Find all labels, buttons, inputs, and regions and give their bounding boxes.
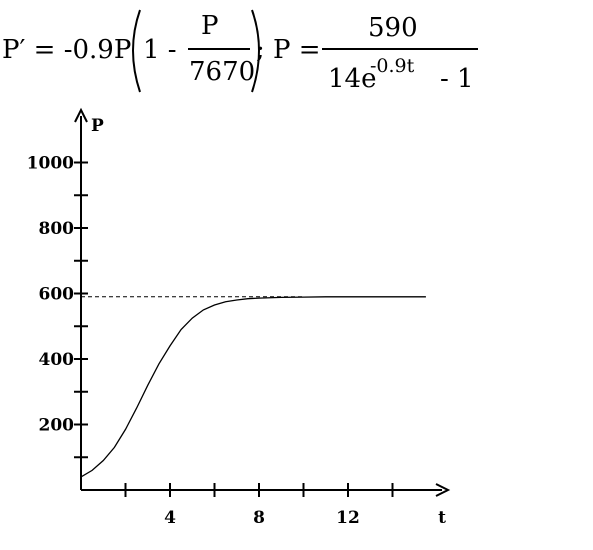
equation-lhs: P′ = -0.9P	[2, 35, 131, 65]
y-axis-arrow	[74, 107, 88, 123]
series-line	[80, 296, 426, 478]
fraction-1-denominator: 7670	[189, 57, 255, 87]
fraction-2-denominator-exponent: -0.9t	[370, 55, 415, 77]
x-axis-arrow	[435, 483, 451, 497]
y-tick-label: 600	[39, 285, 75, 305]
y-tick-label: 800	[39, 219, 75, 239]
fraction-1-numerator: P	[201, 11, 219, 41]
right-paren	[251, 9, 260, 93]
x-tick-label: 4	[164, 508, 176, 528]
fraction-2-denominator-tail: - 1	[440, 64, 474, 94]
equation: P′ = -0.9P 1 - P 7670 ; P = 590 14e -0.9…	[2, 9, 478, 94]
x-tick-label: 12	[336, 508, 360, 528]
equation-paren-one: 1 -	[143, 35, 177, 65]
y-axis-label: P	[91, 116, 104, 136]
x-tick-label: 8	[253, 508, 265, 528]
fraction-2-numerator: 590	[368, 13, 418, 43]
y-tick-label: 200	[39, 416, 75, 436]
y-tick-label: 400	[39, 350, 75, 370]
equation-separator: ; P =	[256, 35, 321, 65]
x-axis-label: t	[438, 508, 446, 528]
left-paren	[132, 9, 141, 93]
fraction-2-denominator-base: 14e	[328, 64, 376, 94]
y-tick-label: 1000	[27, 154, 74, 174]
